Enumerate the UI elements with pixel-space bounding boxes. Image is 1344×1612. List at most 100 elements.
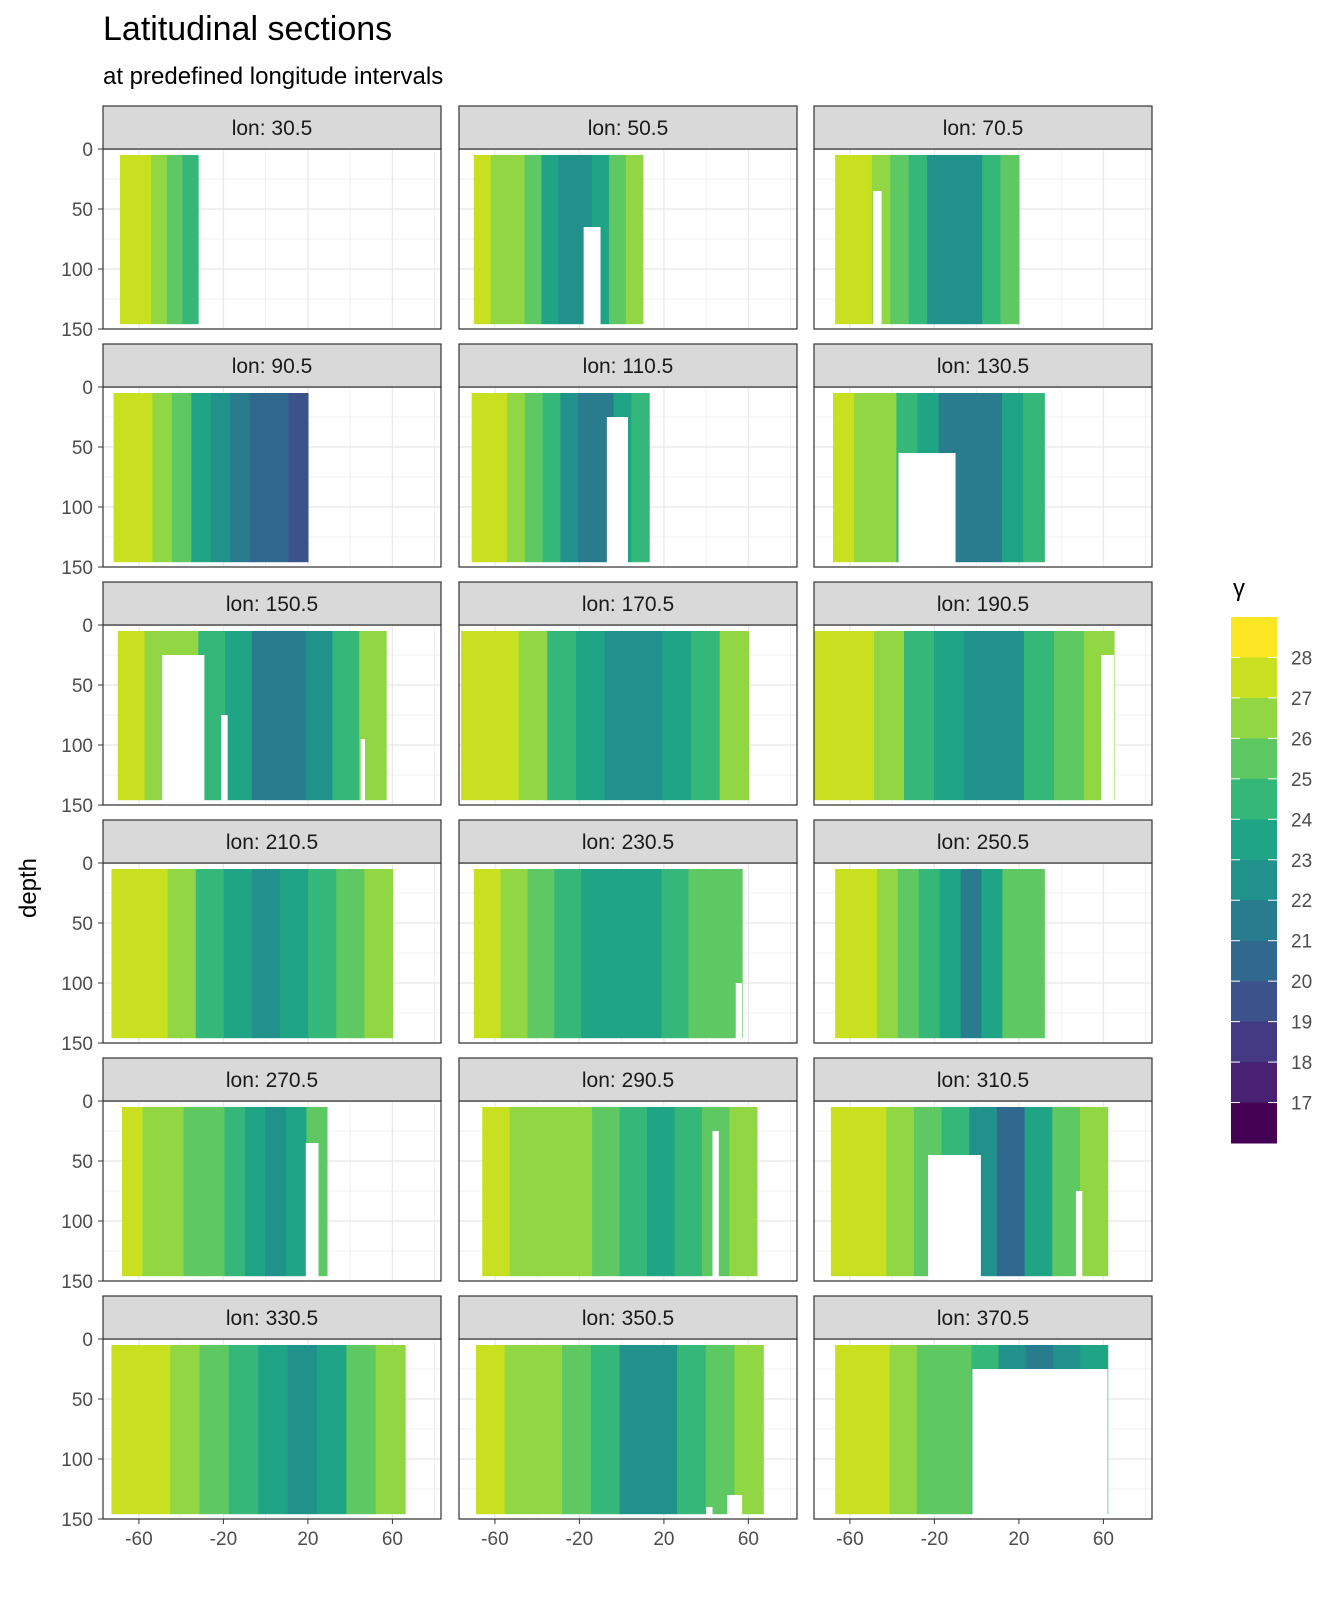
- section-band: [482, 1107, 511, 1277]
- data-gap: [221, 715, 228, 805]
- legend-label: 19: [1291, 1013, 1312, 1034]
- section-band: [152, 393, 173, 563]
- section-band: [251, 631, 280, 801]
- section-band: [225, 631, 253, 801]
- section-band: [364, 869, 394, 1039]
- section-band: [287, 1345, 318, 1515]
- section-band: [674, 1107, 703, 1277]
- x-tick-label: -20: [566, 1529, 593, 1550]
- facet-panels: lon: 30.5 0 50 100 150 lon: 50.5 lon: 70.5 lon:…: [61, 105, 1153, 1550]
- facet-strip: [813, 819, 1153, 864]
- legend-swatch: [1231, 819, 1277, 861]
- section-band: [581, 869, 609, 1039]
- section-band: [139, 869, 169, 1039]
- y-tick-label: 0: [82, 378, 93, 399]
- legend-label: 26: [1291, 729, 1312, 750]
- section-band: [677, 1345, 707, 1515]
- section-band: [203, 1107, 226, 1277]
- y-tick-label: 50: [72, 438, 93, 459]
- section-band: [332, 631, 360, 801]
- facet-strip: [102, 581, 442, 626]
- section-band: [140, 1345, 171, 1515]
- section-band: [509, 1107, 538, 1277]
- section-band: [132, 393, 154, 563]
- facet-strip: [458, 105, 798, 150]
- section-band: [897, 869, 920, 1039]
- facet-strip: [813, 105, 1153, 150]
- facet-strip: [102, 819, 442, 864]
- section-band: [634, 869, 663, 1039]
- section-band: [688, 869, 716, 1039]
- section-band: [886, 1107, 915, 1277]
- facet-strip-label: lon: 110.5: [583, 355, 674, 378]
- facet-panel: lon: 150.5 0 50 100 150: [61, 581, 442, 817]
- facet-panel: lon: 50.5: [458, 105, 798, 330]
- x-tick-label: -60: [125, 1529, 152, 1550]
- section-band: [853, 155, 873, 325]
- data-gap: [706, 1507, 713, 1519]
- section-band: [475, 1345, 506, 1515]
- section-band: [633, 631, 663, 801]
- legend-label: 22: [1291, 891, 1312, 912]
- section-band: [843, 631, 875, 801]
- section-band: [119, 155, 137, 325]
- section-band: [576, 631, 606, 801]
- legend-swatch: [1231, 1062, 1277, 1104]
- section-band: [142, 1107, 164, 1277]
- facet-strip: [458, 819, 798, 864]
- section-band: [375, 1345, 406, 1515]
- legend-swatch: [1231, 697, 1277, 739]
- y-tick-label: 0: [82, 1330, 93, 1351]
- x-tick-label: -60: [836, 1529, 863, 1550]
- section-band: [230, 393, 251, 563]
- section-band: [489, 631, 520, 801]
- legend-label: 25: [1291, 770, 1312, 791]
- section-band: [835, 869, 857, 1039]
- section-band: [461, 631, 491, 801]
- section-band: [963, 631, 995, 801]
- section-band: [473, 869, 502, 1039]
- legend-swatch: [1231, 617, 1277, 658]
- section-band: [258, 1345, 289, 1515]
- section-band: [489, 393, 508, 563]
- facet-strip-label: lon: 90.5: [232, 355, 313, 378]
- facet-strip: [102, 1057, 442, 1102]
- x-tick-label: 20: [297, 1529, 318, 1550]
- section-band: [705, 1345, 736, 1515]
- section-band: [167, 869, 197, 1039]
- section-band: [918, 869, 941, 1039]
- section-band: [117, 631, 146, 801]
- section-band: [162, 1107, 185, 1277]
- facet-strip-label: lon: 150.5: [226, 593, 318, 616]
- facet-strip: [813, 581, 1153, 626]
- facet-strip-label: lon: 210.5: [226, 831, 318, 854]
- facet-panel: lon: 310.5: [813, 1057, 1153, 1282]
- y-tick-label: 150: [61, 1272, 93, 1293]
- section-band: [265, 1107, 287, 1277]
- section-band: [346, 1345, 377, 1515]
- section-band: [939, 869, 962, 1039]
- section-band: [662, 631, 692, 801]
- section-band: [876, 869, 899, 1039]
- section-band: [963, 155, 983, 325]
- y-tick-label: 150: [61, 558, 93, 579]
- section-band: [875, 393, 897, 563]
- section-band: [308, 869, 337, 1039]
- section-band: [661, 869, 690, 1039]
- y-tick-label: 0: [82, 616, 93, 637]
- facet-strip-label: lon: 190.5: [937, 593, 1029, 616]
- section-band: [285, 1107, 308, 1277]
- legend-swatch: [1231, 1021, 1277, 1063]
- section-band: [835, 155, 855, 325]
- facet-panel: lon: 130.5: [813, 343, 1153, 568]
- section-band: [507, 155, 526, 325]
- section-band: [1023, 869, 1045, 1039]
- facet-strip-label: lon: 70.5: [943, 117, 1024, 140]
- section-band: [316, 1345, 347, 1515]
- section-band: [336, 869, 365, 1039]
- section-band: [166, 155, 184, 325]
- section-band: [195, 869, 225, 1039]
- y-tick-label: 100: [61, 1212, 93, 1233]
- data-gap: [1075, 1191, 1083, 1281]
- data-gap: [606, 417, 628, 567]
